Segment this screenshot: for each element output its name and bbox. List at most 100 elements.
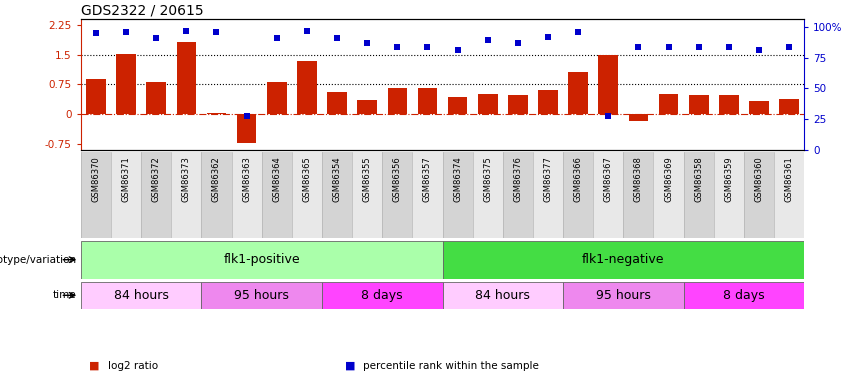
Text: GSM86355: GSM86355 <box>363 156 372 202</box>
Text: GSM86358: GSM86358 <box>694 156 703 202</box>
FancyBboxPatch shape <box>443 241 804 279</box>
Text: GSM86377: GSM86377 <box>544 156 552 202</box>
Bar <box>774 152 804 238</box>
Text: GSM86356: GSM86356 <box>393 156 402 202</box>
Bar <box>413 152 443 238</box>
Point <box>391 44 404 50</box>
Point <box>209 29 223 35</box>
Text: GSM86366: GSM86366 <box>574 156 583 202</box>
Bar <box>146 82 166 114</box>
Point <box>451 47 465 53</box>
Bar <box>503 152 533 238</box>
Text: 84 hours: 84 hours <box>114 289 168 302</box>
Bar <box>714 152 744 238</box>
Point <box>722 44 735 50</box>
Point <box>420 44 434 50</box>
Point <box>300 28 314 34</box>
Text: GSM86357: GSM86357 <box>423 156 432 202</box>
Text: genotype/variation: genotype/variation <box>0 255 77 265</box>
FancyBboxPatch shape <box>202 282 322 309</box>
Bar <box>533 152 563 238</box>
Bar <box>629 114 648 122</box>
Text: GSM86368: GSM86368 <box>634 156 643 202</box>
Bar <box>563 152 593 238</box>
Text: GSM86354: GSM86354 <box>333 156 341 202</box>
Bar <box>478 93 498 114</box>
Bar <box>689 95 709 114</box>
Bar <box>749 102 768 114</box>
Point <box>150 35 163 41</box>
Text: flk1-positive: flk1-positive <box>223 253 300 266</box>
Point <box>631 44 645 50</box>
Text: 8 days: 8 days <box>362 289 403 302</box>
Bar <box>231 152 262 238</box>
Text: GSM86360: GSM86360 <box>755 156 763 202</box>
Text: GSM86362: GSM86362 <box>212 156 221 202</box>
Bar <box>418 88 437 114</box>
Text: ■: ■ <box>89 361 100 370</box>
Point <box>270 35 283 41</box>
Bar <box>352 152 382 238</box>
Text: GSM86371: GSM86371 <box>122 156 130 202</box>
Point <box>360 40 374 46</box>
Text: GSM86365: GSM86365 <box>302 156 311 202</box>
Point <box>330 35 344 41</box>
Text: log2 ratio: log2 ratio <box>108 361 158 370</box>
Point <box>89 30 103 36</box>
Text: 95 hours: 95 hours <box>596 289 651 302</box>
Bar <box>443 152 472 238</box>
Bar <box>623 152 654 238</box>
Text: GSM86364: GSM86364 <box>272 156 281 202</box>
Point <box>541 34 555 40</box>
Point <box>662 44 676 50</box>
Bar <box>81 152 111 238</box>
Point <box>752 47 766 53</box>
Bar <box>322 152 352 238</box>
Bar <box>207 113 226 114</box>
FancyBboxPatch shape <box>443 282 563 309</box>
Bar <box>86 79 106 114</box>
Bar <box>593 152 623 238</box>
Text: GDS2322 / 20615: GDS2322 / 20615 <box>81 4 203 18</box>
Bar <box>598 56 618 114</box>
Bar <box>111 152 141 238</box>
Text: GSM86367: GSM86367 <box>604 156 613 202</box>
Bar <box>654 152 683 238</box>
Text: GSM86372: GSM86372 <box>151 156 161 202</box>
Bar <box>719 95 739 114</box>
Text: GSM86370: GSM86370 <box>91 156 100 202</box>
Bar <box>171 152 202 238</box>
FancyBboxPatch shape <box>563 282 683 309</box>
Bar <box>382 152 413 238</box>
Bar <box>176 42 196 114</box>
Text: 84 hours: 84 hours <box>476 289 530 302</box>
FancyBboxPatch shape <box>81 241 443 279</box>
FancyBboxPatch shape <box>322 282 443 309</box>
Point <box>119 29 133 35</box>
Text: GSM86359: GSM86359 <box>724 156 734 202</box>
Text: time: time <box>53 290 77 300</box>
Point <box>180 28 193 34</box>
Point <box>481 38 494 44</box>
Bar <box>237 114 256 143</box>
Point <box>602 112 615 118</box>
Text: GSM86373: GSM86373 <box>182 156 191 202</box>
Bar <box>387 88 407 114</box>
Bar <box>261 152 292 238</box>
Text: 95 hours: 95 hours <box>234 289 289 302</box>
Text: ■: ■ <box>345 361 355 370</box>
Text: GSM86374: GSM86374 <box>453 156 462 202</box>
Bar <box>297 60 317 114</box>
Point <box>511 40 525 46</box>
Point <box>571 29 585 35</box>
Bar <box>538 90 557 114</box>
Text: GSM86376: GSM86376 <box>513 156 523 202</box>
Bar <box>659 93 678 114</box>
FancyBboxPatch shape <box>81 282 202 309</box>
Bar <box>202 152 231 238</box>
Bar <box>117 54 136 114</box>
Bar <box>568 72 588 114</box>
Text: GSM86363: GSM86363 <box>243 156 251 202</box>
Bar <box>683 152 714 238</box>
Text: GSM86361: GSM86361 <box>785 156 794 202</box>
